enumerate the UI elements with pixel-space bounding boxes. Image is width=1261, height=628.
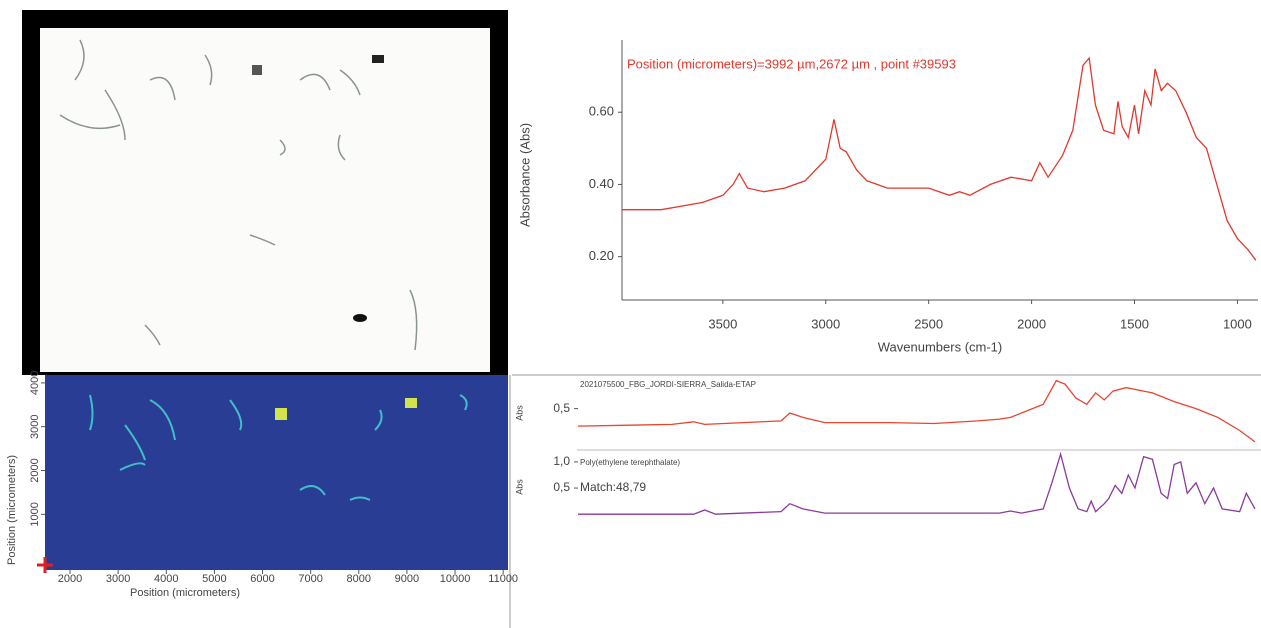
annotation: Match:48,79 bbox=[580, 480, 646, 494]
chemical-map bbox=[45, 375, 508, 570]
x-tick-label: 5000 bbox=[202, 573, 226, 585]
x-tick-label: 3000 bbox=[106, 573, 130, 585]
y-axis-label: Absorbance (Abs) bbox=[517, 123, 532, 227]
x-tick-label: 2500 bbox=[914, 316, 943, 331]
x-tick-label: 11000 bbox=[488, 573, 518, 585]
x-tick-label: 2000 bbox=[58, 573, 82, 585]
y-tick-label: 0,5 bbox=[553, 480, 570, 494]
map-particle bbox=[405, 398, 417, 408]
y-tick-label: 0,5 bbox=[553, 401, 570, 415]
x-axis-label: Position (micrometers) bbox=[130, 587, 240, 599]
y-axis-label: Abs bbox=[514, 405, 524, 421]
y-axis-label: Abs bbox=[514, 479, 524, 495]
spectrum-line bbox=[578, 451, 1256, 515]
x-tick-label: 3000 bbox=[811, 316, 840, 331]
spectrum-line bbox=[577, 379, 1256, 443]
y-tick-label: 3000 bbox=[29, 414, 41, 438]
x-tick-label: 8000 bbox=[347, 573, 371, 585]
spectrum-line bbox=[622, 56, 1257, 261]
particle bbox=[372, 55, 384, 63]
x-axis-label: Wavenumbers (cm-1) bbox=[878, 339, 1002, 354]
x-tick-label: 7000 bbox=[298, 573, 322, 585]
series-name: 2021075500_FBG_JORDI-SIERRA_Salida-ETAP bbox=[580, 380, 756, 389]
y-tick-label: 4000 bbox=[29, 371, 41, 395]
x-tick-label: 6000 bbox=[250, 573, 274, 585]
y-tick-label: 2000 bbox=[29, 458, 41, 482]
series-name: Poly(ethylene terephthalate) bbox=[580, 458, 680, 467]
x-tick-label: 10000 bbox=[440, 573, 471, 585]
fibers bbox=[59, 39, 418, 351]
y-axis-label: Position (micrometers) bbox=[6, 455, 18, 565]
y-tick-label: 0.40 bbox=[589, 176, 614, 191]
x-tick-label: 4000 bbox=[154, 573, 178, 585]
map-fibers bbox=[89, 394, 468, 501]
x-tick-label: 9000 bbox=[395, 573, 419, 585]
microscope-image bbox=[40, 28, 490, 372]
y-tick-label: 1000 bbox=[29, 502, 41, 526]
y-tick-label: 1,0 bbox=[553, 454, 570, 468]
x-tick-label: 2000 bbox=[1017, 316, 1046, 331]
y-tick-label: 0.20 bbox=[589, 248, 614, 263]
x-tick-label: 1000 bbox=[1223, 316, 1252, 331]
origin-cross bbox=[37, 557, 53, 573]
particle bbox=[353, 314, 367, 322]
map-particle bbox=[275, 408, 287, 420]
particle bbox=[252, 65, 262, 75]
x-tick-label: 3500 bbox=[708, 316, 737, 331]
x-tick-label: 1500 bbox=[1120, 316, 1149, 331]
chart-title: Position (micrometers)=3992 µm,2672 µm ,… bbox=[627, 56, 956, 71]
y-tick-label: 0.60 bbox=[589, 104, 614, 119]
